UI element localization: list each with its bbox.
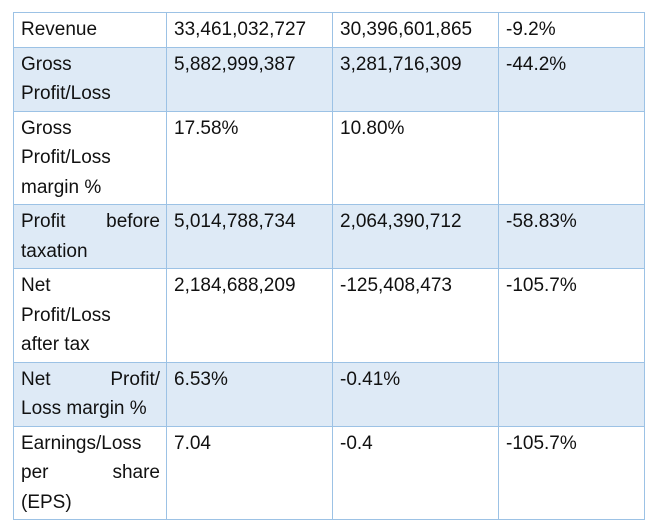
row-label-line-justified: per share bbox=[21, 458, 160, 488]
row-label: Profit before taxation bbox=[13, 204, 167, 269]
cell-col3: -58.83% bbox=[498, 204, 645, 269]
row-label-line: (EPS) bbox=[21, 491, 72, 513]
row-label: Gross Profit/Loss bbox=[13, 46, 167, 112]
cell-col3 bbox=[498, 361, 645, 427]
row-label-line: Gross bbox=[21, 117, 72, 139]
row-label-line: Loss margin % bbox=[21, 398, 147, 419]
cell-col1: 33,461,032,727 bbox=[166, 12, 333, 48]
cell-col2: -0.41% bbox=[332, 361, 499, 427]
label-word: before bbox=[106, 211, 160, 232]
cell-col2: 30,396,601,865 bbox=[332, 12, 499, 48]
row-label-line: Net bbox=[21, 275, 51, 296]
row-label: Earnings/Loss per share (EPS) bbox=[13, 425, 167, 520]
row-label-line: taxation bbox=[21, 240, 88, 262]
table-row-revenue: Revenue 33,461,032,727 30,396,601,865 -9… bbox=[13, 12, 645, 48]
row-label-line-justified: Net Profit/ bbox=[21, 365, 160, 395]
table-row-profit-before-tax: Profit before taxation 5,014,788,734 2,0… bbox=[13, 204, 645, 269]
row-label-line: Profit/Loss bbox=[21, 147, 111, 168]
cell-col3: -105.7% bbox=[498, 425, 645, 520]
table-row-gross-profit-loss: Gross Profit/Loss 5,882,999,387 3,281,71… bbox=[13, 46, 645, 112]
row-label: Revenue bbox=[13, 12, 167, 48]
row-label-line: Profit/Loss bbox=[21, 304, 111, 326]
table-row-eps: Earnings/Loss per share (EPS) 7.04 -0.4 … bbox=[13, 425, 645, 520]
cell-col1: 6.53% bbox=[166, 361, 333, 427]
table-row-gross-margin: Gross Profit/Loss margin % 17.58% 10.80% bbox=[13, 110, 645, 205]
label-word: Profit bbox=[21, 211, 66, 232]
row-label: Gross Profit/Loss margin % bbox=[13, 110, 167, 205]
cell-col1: 5,014,788,734 bbox=[166, 204, 333, 269]
label-word: per bbox=[21, 462, 49, 483]
cell-col2: 3,281,716,309 bbox=[332, 46, 499, 112]
cell-col2: -125,408,473 bbox=[332, 268, 499, 363]
row-label-line-justified: Profit before bbox=[21, 207, 160, 237]
financial-summary-table: Revenue 33,461,032,727 30,396,601,865 -9… bbox=[13, 12, 645, 520]
label-word: Profit/ bbox=[110, 368, 160, 390]
cell-col1: 17.58% bbox=[166, 110, 333, 205]
row-label-line: after tax bbox=[21, 334, 90, 355]
row-label: Net Profit/Loss after tax bbox=[13, 268, 167, 363]
row-label: Net Profit/ Loss margin % bbox=[13, 361, 167, 427]
table-row-net-margin: Net Profit/ Loss margin % 6.53% -0.41% bbox=[13, 361, 645, 427]
cell-col1: 5,882,999,387 bbox=[166, 46, 333, 112]
cell-col3 bbox=[498, 110, 645, 205]
cell-col3: -9.2% bbox=[498, 12, 645, 48]
cell-col3: -44.2% bbox=[498, 46, 645, 112]
cell-col3: -105.7% bbox=[498, 268, 645, 363]
cell-col2: 2,064,390,712 bbox=[332, 204, 499, 269]
table-row-net-profit-after-tax: Net Profit/Loss after tax 2,184,688,209 … bbox=[13, 268, 645, 363]
row-label-line: Gross bbox=[21, 53, 72, 75]
cell-col1: 2,184,688,209 bbox=[166, 268, 333, 363]
label-word: share bbox=[112, 462, 160, 483]
label-word: Net bbox=[21, 368, 51, 390]
cell-col1: 7.04 bbox=[166, 425, 333, 520]
row-label-line: Earnings/Loss bbox=[21, 432, 142, 454]
row-label-line: Revenue bbox=[21, 19, 98, 40]
cell-col2: 10.80% bbox=[332, 110, 499, 205]
row-label-line: Profit/Loss bbox=[21, 83, 111, 104]
cell-col2: -0.4 bbox=[332, 425, 499, 520]
row-label-line: margin % bbox=[21, 176, 102, 198]
